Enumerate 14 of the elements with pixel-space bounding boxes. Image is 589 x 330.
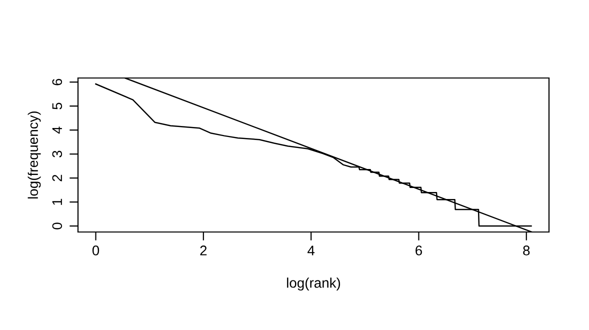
- y-tick-label: 3: [52, 150, 62, 158]
- y-tick-label: 0: [52, 222, 62, 230]
- x-tick-label: 6: [416, 246, 422, 256]
- x-tick-label: 8: [523, 246, 530, 256]
- y-tick-label: 6: [52, 78, 62, 86]
- x-tick-label: 4: [308, 246, 315, 256]
- y-tick-label: 5: [52, 102, 62, 110]
- y-tick-label: 2: [52, 174, 62, 182]
- y-tick-label: 4: [52, 126, 62, 134]
- y-axis-title: log(frequency): [28, 111, 41, 198]
- x-tick-label: 2: [200, 246, 207, 256]
- x-tick-label: 0: [92, 246, 100, 256]
- y-tick-label: 1: [52, 198, 62, 205]
- x-axis-title: log(rank): [287, 278, 340, 291]
